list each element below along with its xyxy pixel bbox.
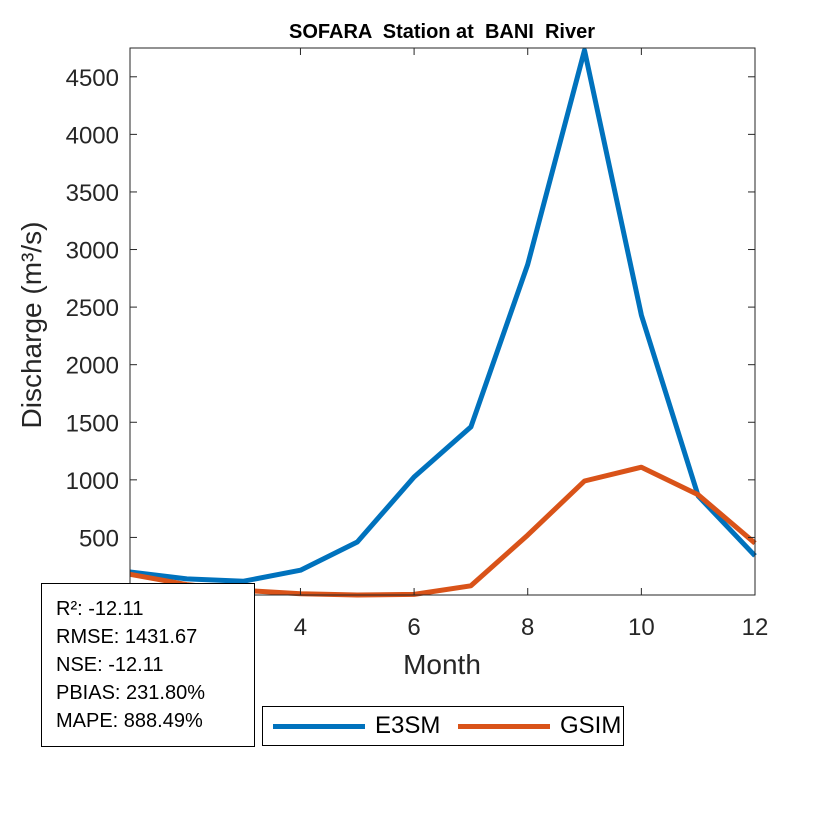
y-axis: 500 1000 1500 2000 2500 3000 3500 4000 4500: [66, 65, 755, 552]
y-tick-label: 4500: [66, 65, 119, 92]
legend-swatch-gsim: [458, 723, 550, 729]
stat-rmse: RMSE: 1431.67: [56, 626, 198, 648]
x-tick-label: 10: [628, 614, 655, 641]
y-tick-label: 2500: [66, 295, 119, 322]
x-tick-label: 6: [407, 614, 420, 641]
x-tick-label: 12: [742, 614, 769, 641]
y-tick-label: 3000: [66, 238, 119, 265]
y-axis-label: Discharge (m³/s): [16, 222, 47, 429]
x-tick-label: 8: [521, 614, 534, 641]
stat-mape: MAPE: 888.49%: [56, 710, 203, 732]
legend-item-gsim: GSIM: [458, 707, 621, 745]
legend-swatch-e3sm: [273, 723, 365, 729]
y-tick-label: 4000: [66, 122, 119, 149]
series-line-gsim: [129, 464, 757, 598]
y-tick-label: 2000: [66, 353, 119, 380]
y-tick-label: 1500: [66, 410, 119, 437]
stat-r2: R²: -12.11: [56, 598, 144, 620]
stats-box: R²: -12.11 RMSE: 1431.67 NSE: -12.11 PBI…: [41, 583, 255, 747]
legend-item-e3sm: E3SM: [273, 707, 440, 745]
y-tick-label: 500: [79, 525, 119, 552]
legend: E3SM GSIM: [262, 706, 624, 746]
series-lines: [129, 47, 757, 598]
series-line-e3sm: [129, 47, 757, 584]
y-tick-label: 1000: [66, 468, 119, 495]
x-axis-label: Month: [403, 649, 481, 680]
stat-pbias: PBIAS: 231.80%: [56, 682, 205, 704]
plot-box: [129, 47, 756, 596]
stat-nse: NSE: -12.11: [56, 654, 164, 676]
legend-label-e3sm: E3SM: [375, 712, 441, 739]
chart-title: SOFARA Station at BANI River: [289, 21, 595, 43]
y-tick-label: 3500: [66, 180, 119, 207]
x-axis: 4 6 8 10 12: [294, 48, 769, 641]
legend-label-gsim: GSIM: [560, 712, 622, 739]
x-tick-label: 4: [294, 614, 307, 641]
